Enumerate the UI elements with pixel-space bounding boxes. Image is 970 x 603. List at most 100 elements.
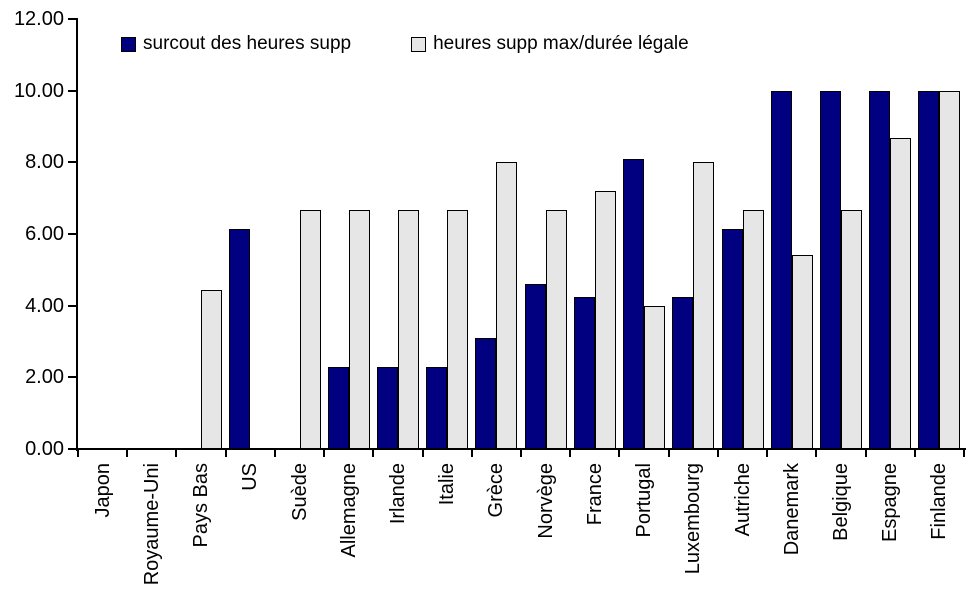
y-axis-tick-label: 10.00 xyxy=(13,79,64,102)
x-axis-label-text: Royaume-Uni xyxy=(140,463,163,586)
bar xyxy=(376,367,398,449)
x-axis-label-text: Grèce xyxy=(485,463,508,518)
bar xyxy=(721,229,743,449)
y-axis-tick-label: 8.00 xyxy=(25,151,64,174)
y-axis-tick-label: 6.00 xyxy=(25,223,64,245)
y-axis-tick xyxy=(68,89,76,92)
x-axis-label-text: US xyxy=(239,463,262,491)
bar xyxy=(496,162,518,449)
x-axis-tick xyxy=(372,450,375,457)
x-axis-label: Irlande xyxy=(386,463,410,603)
bar xyxy=(693,162,715,449)
x-axis-label-text: Autriche xyxy=(731,463,754,537)
x-axis-label: Grèce xyxy=(484,463,508,603)
bar xyxy=(644,306,666,449)
y-axis-tick-label: 12.00 xyxy=(13,8,64,30)
x-axis-label-text: Allemagne xyxy=(337,463,360,558)
x-axis-tick xyxy=(963,450,965,457)
y-axis-tick-label: 4.00 xyxy=(25,294,64,317)
x-axis-tick xyxy=(667,450,670,457)
x-axis-label: Luxembourg xyxy=(681,463,705,603)
bar xyxy=(348,210,370,449)
x-axis-tick xyxy=(913,450,916,457)
y-axis-tick xyxy=(68,376,76,379)
x-axis-tick xyxy=(766,450,769,457)
y-axis-tick-label: 0.00 xyxy=(25,438,64,460)
bar xyxy=(397,210,419,449)
bar xyxy=(869,91,891,449)
x-axis-label-text: Espagne xyxy=(879,463,902,542)
chart-legend: surcout des heures supp heures supp max/… xyxy=(121,33,689,55)
bar xyxy=(594,191,616,449)
y-axis-tick-label: 2.00 xyxy=(25,366,64,389)
x-axis-label-text: Portugal xyxy=(633,463,656,538)
bar xyxy=(229,229,251,449)
x-axis-label-text: Belgique xyxy=(829,463,852,541)
x-axis-tick xyxy=(323,450,326,457)
y-axis-tick xyxy=(68,448,76,450)
x-axis-tick xyxy=(273,450,276,457)
x-axis-label: Italie xyxy=(435,463,459,603)
bar xyxy=(447,210,469,449)
x-axis-label: Portugal xyxy=(632,463,656,603)
x-axis-tick xyxy=(175,450,178,457)
x-axis-label: Espagne xyxy=(878,463,902,603)
bar xyxy=(770,91,792,449)
x-axis-label: Allemagne xyxy=(337,463,361,603)
x-axis-tick xyxy=(815,450,818,457)
legend-item-series2: heures supp max/durée légale xyxy=(411,33,689,55)
x-axis-tick xyxy=(77,450,79,457)
x-axis-label: US xyxy=(238,463,262,603)
bar xyxy=(672,297,694,449)
x-axis-label: Belgique xyxy=(829,463,853,603)
bar xyxy=(623,159,645,449)
x-axis-tick xyxy=(421,450,424,457)
bar xyxy=(573,297,595,449)
x-axis-tick xyxy=(618,450,621,457)
bar xyxy=(475,338,497,449)
x-axis-label: Danemark xyxy=(780,463,804,603)
x-axis-tick xyxy=(520,450,522,457)
bar xyxy=(791,255,813,449)
bar xyxy=(890,138,912,449)
x-axis-label-text: Norvège xyxy=(534,463,557,539)
legend-label-series1: surcout des heures supp xyxy=(143,33,352,54)
y-axis-tick xyxy=(68,18,76,20)
x-axis-label-text: Luxembourg xyxy=(682,463,705,575)
x-axis-tick xyxy=(224,450,227,457)
x-axis-label: France xyxy=(583,463,607,603)
x-axis-label: Autriche xyxy=(731,463,755,603)
x-axis-label-text: Pays Bas xyxy=(190,463,213,548)
x-axis-label: Pays Bas xyxy=(189,463,213,603)
x-axis-label-text: Japon xyxy=(91,463,114,518)
bar xyxy=(545,210,567,449)
x-axis-tick xyxy=(569,450,572,457)
bar xyxy=(426,367,448,449)
bar xyxy=(840,210,862,449)
y-axis-tick xyxy=(68,304,76,307)
bar xyxy=(939,91,961,449)
y-axis-line xyxy=(76,18,78,451)
x-axis-label: Finlande xyxy=(927,463,951,603)
x-axis-tick xyxy=(864,450,867,457)
bar xyxy=(918,91,940,449)
x-axis-label-text: Danemark xyxy=(780,463,803,556)
bar xyxy=(201,290,223,449)
x-axis-label-text: Italie xyxy=(436,463,459,506)
x-axis-tick xyxy=(126,450,129,457)
x-axis-label-text: Suède xyxy=(288,463,311,521)
x-axis-label: Japon xyxy=(91,463,115,603)
x-axis-label-text: Irlande xyxy=(386,463,409,525)
bar xyxy=(524,284,546,449)
x-axis-line xyxy=(76,448,966,450)
bar xyxy=(742,210,764,449)
x-axis-label-text: Finlande xyxy=(928,463,951,540)
x-axis-tick xyxy=(716,450,719,457)
x-axis-label: Suède xyxy=(288,463,312,603)
legend-swatch-gray-icon xyxy=(411,36,427,52)
x-axis-label: Norvège xyxy=(534,463,558,603)
y-axis-tick xyxy=(68,233,76,235)
x-axis-label: Royaume-Uni xyxy=(140,463,164,603)
y-axis-tick xyxy=(68,161,76,164)
